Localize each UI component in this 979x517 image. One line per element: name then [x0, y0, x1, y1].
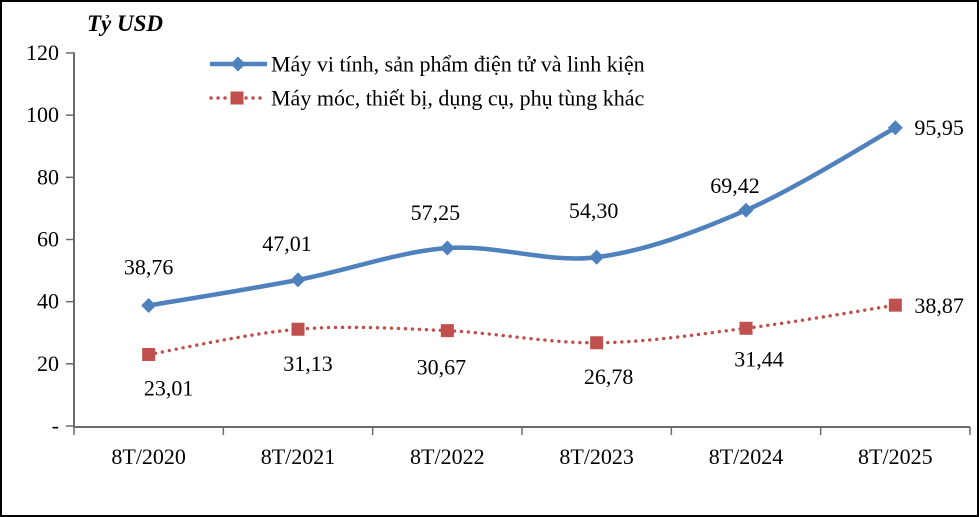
x-axis-category-label: 8T/2021: [261, 444, 336, 469]
y-axis-tick-label: 100: [26, 102, 59, 127]
series-0-data-label: 47,01: [262, 231, 312, 256]
series-1-data-label: 31,13: [283, 351, 333, 376]
series-0-marker: [887, 120, 903, 136]
series-0-data-label: 38,76: [124, 255, 174, 280]
plot-area: - 20 40 60 80 100 120 8T/2020 8T/2021 8T/2022 8T/2…: [26, 40, 971, 469]
series-1-marker: [590, 336, 604, 350]
y-axis-tick-label: 60: [37, 227, 59, 252]
series-0-data-label: 69,42: [710, 173, 760, 198]
legend-diamond-marker-icon: [230, 56, 246, 72]
series-0-data-label: 95,95: [914, 115, 964, 140]
series-0-line: [148, 125, 897, 308]
series-0-marker: [290, 272, 306, 288]
y-axis-tick-label: 120: [26, 40, 59, 65]
series-1-marker: [142, 347, 156, 361]
series-1-data-label: 26,78: [584, 364, 634, 389]
legend-item-machinery: Máy móc, thiết bị, dụng cụ, phụ tùng khá…: [209, 86, 645, 111]
series-0-data-label: 54,30: [569, 198, 619, 223]
series-0-marker: [141, 298, 157, 314]
legend-label-computers: Máy vi tính, sản phẩm điện tử và linh ki…: [271, 52, 645, 77]
series-1-marker: [739, 321, 753, 335]
series-1-data-label: 38,87: [914, 293, 964, 318]
series-1-data-label: 31,44: [734, 346, 784, 371]
y-axis-tick-label: 80: [37, 164, 59, 189]
series-1-data-label: 23,01: [144, 375, 194, 400]
y-axis-tick-label: 40: [37, 289, 59, 314]
series-1-line: [146, 303, 898, 357]
x-axis-category-label: 8T/2020: [111, 444, 186, 469]
series-0-marker: [439, 240, 455, 256]
x-axis-category-label: 8T/2025: [858, 444, 933, 469]
y-axis-tick-label: 20: [37, 351, 59, 376]
legend: Máy vi tính, sản phẩm điện tử và linh ki…: [209, 52, 645, 111]
series-1-marker: [888, 298, 902, 312]
series-1-marker: [291, 322, 305, 336]
series-0-data-label: 57,25: [411, 200, 461, 225]
series-0-marker: [589, 249, 605, 265]
x-axis-category-label: 8T/2023: [559, 444, 634, 469]
legend-label-machinery: Máy móc, thiết bị, dụng cụ, phụ tùng khá…: [271, 86, 645, 111]
y-axis-tick-label: -: [52, 413, 59, 438]
series-1-data-label: 30,67: [417, 355, 467, 380]
legend-item-computers: Máy vi tính, sản phẩm điện tử và linh ki…: [210, 52, 645, 77]
x-axis-category-label: 8T/2024: [709, 444, 784, 469]
legend-square-marker-icon: [230, 91, 244, 105]
series-0-marker: [738, 202, 754, 218]
series-1-marker: [440, 324, 454, 338]
y-axis-unit-title: Tỷ USD: [87, 11, 163, 36]
x-axis-category-label: 8T/2022: [410, 444, 485, 469]
